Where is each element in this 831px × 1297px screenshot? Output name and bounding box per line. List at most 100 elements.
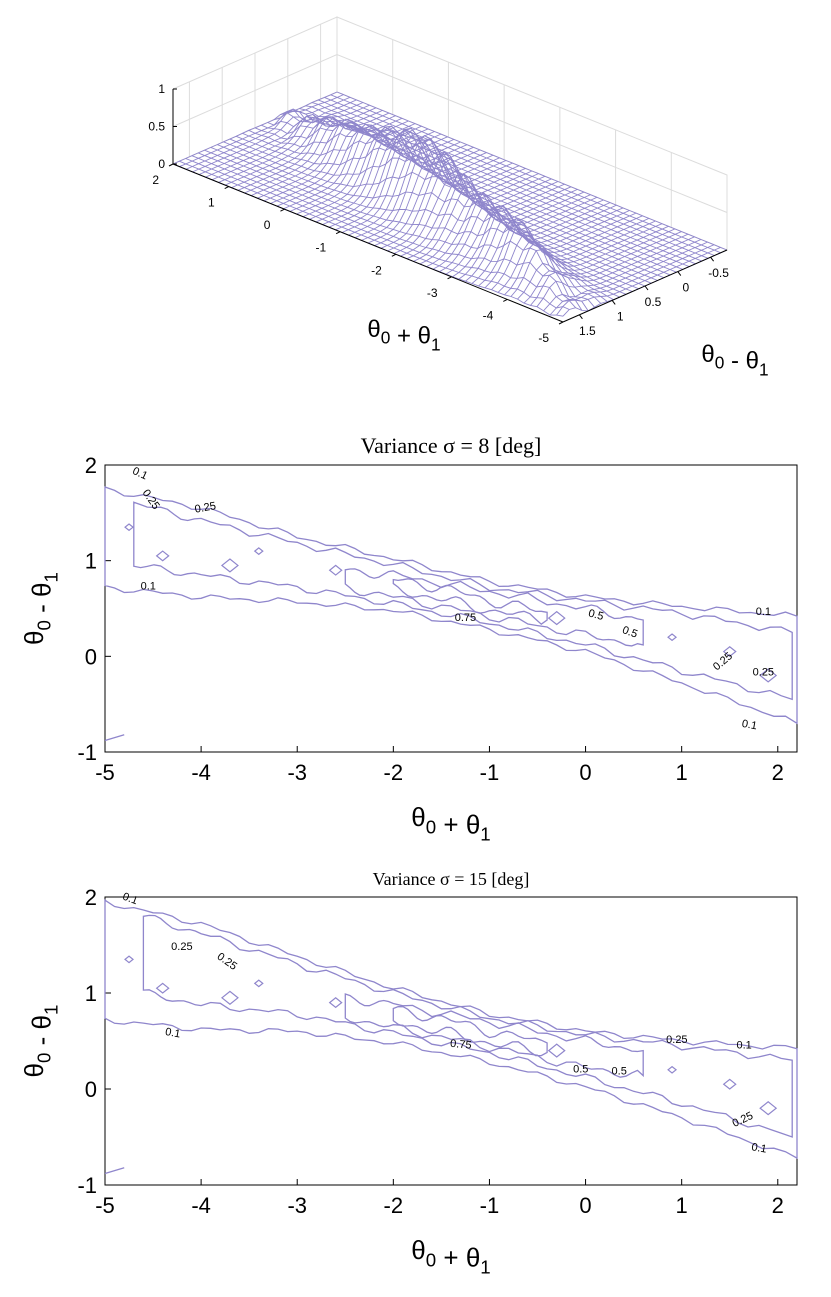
contour-island <box>220 990 239 1005</box>
y-tick-label: 0 <box>85 1077 97 1102</box>
surface-mesh-line <box>478 215 643 287</box>
contour-level-label: 0.5 <box>587 607 605 623</box>
contour-island <box>253 979 264 988</box>
surface-mesh-line <box>254 122 646 287</box>
y-tick <box>644 285 649 291</box>
surface-mesh-line <box>504 225 669 296</box>
surface-mesh-line <box>549 244 715 316</box>
y-tick-label: 0.5 <box>645 295 662 309</box>
surface-mesh-line <box>530 236 695 306</box>
x-tick-label: -3 <box>287 1193 307 1218</box>
contour-island <box>253 547 264 556</box>
x-axis <box>172 163 564 323</box>
surface-mesh-line <box>536 239 702 307</box>
contour-island <box>759 1101 778 1116</box>
contour-line-0_75 <box>392 578 548 626</box>
surface-plot <box>168 16 728 325</box>
surface-mesh-line <box>341 136 507 233</box>
surface-mesh-line <box>439 199 604 272</box>
contour-island <box>155 550 170 562</box>
x-tick-label: -1 <box>480 760 500 785</box>
contour-line-0_5 <box>344 993 644 1078</box>
x-tick-label: 1 <box>676 1193 688 1218</box>
surface-mesh-line <box>523 233 689 304</box>
x-tick-label: -2 <box>384 1193 404 1218</box>
x-tick-label: -3 <box>287 760 307 785</box>
contour-island <box>124 523 134 532</box>
contour-level-label: 0.1 <box>121 891 139 908</box>
x-tick-label: -5 <box>95 1193 115 1218</box>
contour-island <box>759 668 778 683</box>
contour-line-0_75 <box>392 1005 548 1057</box>
x-tick-label: -4 <box>191 760 211 785</box>
x-tick-label: -4 <box>191 1193 211 1218</box>
y-tick-label: 2 <box>85 885 97 910</box>
contour-line-0_25 <box>133 501 793 701</box>
x-tick <box>391 253 397 257</box>
surface-mesh-line <box>497 223 663 293</box>
x-tick-label: 1 <box>676 760 688 785</box>
contour-level-label: 0.75 <box>450 1038 472 1052</box>
contour-level-label: 0.1 <box>141 580 156 592</box>
x-tick-label: 2 <box>772 1193 784 1218</box>
contour-line-0_1 <box>104 486 798 725</box>
surface-mesh-line <box>556 246 721 316</box>
surface-mesh-line <box>172 91 338 165</box>
x-tick <box>168 163 174 167</box>
grid-line <box>172 53 728 213</box>
contour-island <box>547 1043 566 1058</box>
contour-island <box>328 564 343 576</box>
contour-level-label: 0.5 <box>612 1066 627 1078</box>
x-tick <box>503 298 508 302</box>
contour-island <box>547 610 566 626</box>
surface-mesh-line <box>244 120 409 194</box>
surface-mesh-line <box>192 99 357 173</box>
contour-ylabel: θ0 - θ1 <box>19 1005 62 1078</box>
y-tick-label: -1 <box>77 740 97 765</box>
surface-mesh-line <box>211 107 377 181</box>
contour-level-label: 0.1 <box>736 1040 751 1052</box>
surface-mesh-line <box>302 129 468 218</box>
contour-level-label: 0.25 <box>171 941 192 953</box>
x-tick <box>447 276 452 280</box>
y-tick-label: 1.5 <box>579 324 596 338</box>
y-tick <box>579 314 583 320</box>
contour-title: Variance σ = 8 [deg] <box>361 433 542 458</box>
contour-fragment <box>104 1167 125 1175</box>
contour-island <box>667 1065 678 1074</box>
surface-xlabel: θ0 + θ1 <box>367 316 440 354</box>
surface-mesh-line <box>283 123 448 210</box>
x-tick-label: -2 <box>384 760 404 785</box>
surface-mesh-line <box>354 135 520 239</box>
surface-mesh-line <box>286 110 677 273</box>
surface-mesh-line <box>471 212 637 284</box>
x-tick <box>558 321 564 325</box>
surface-mesh-line <box>374 153 539 247</box>
contour-level-label: 0.1 <box>756 606 771 618</box>
surface-mesh-line <box>348 139 513 236</box>
contour-level-label: 0.25 <box>194 500 217 516</box>
surface-ylabel: θ0 - θ1 <box>701 341 768 379</box>
x-tick-label: -5 <box>95 760 115 785</box>
surface-mesh-line <box>517 231 682 300</box>
contour-level-label: 0.1 <box>130 465 149 482</box>
contour-level-label: 0.1 <box>741 718 758 732</box>
x-tick-label: 0 <box>579 760 591 785</box>
surface-mesh-line <box>484 217 650 289</box>
surface-mesh-line <box>205 104 370 178</box>
surface-mesh-line <box>328 128 494 228</box>
surface-mesh-line <box>406 173 572 260</box>
z-tick-label: 0.5 <box>148 120 165 134</box>
z-tick-label: 1 <box>158 82 165 96</box>
surface-mesh-line <box>335 127 500 231</box>
x-tick-label: -4 <box>483 308 494 322</box>
contour-island <box>722 1078 737 1090</box>
contour-level-label: 0.25 <box>666 1034 687 1046</box>
x-tick-label: -1 <box>315 241 326 255</box>
x-tick <box>280 208 285 212</box>
contour-line-0_5 <box>344 568 644 647</box>
contour-title: Variance σ = 15 [deg] <box>373 869 530 889</box>
contour-xlabel: θ0 + θ1 <box>411 802 490 845</box>
